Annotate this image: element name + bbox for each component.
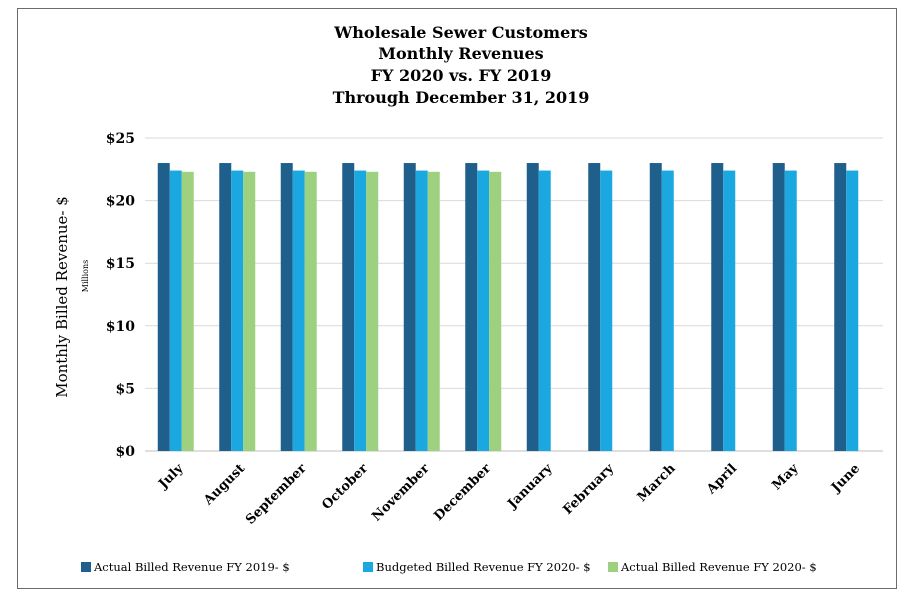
bar-series-2 [784, 170, 797, 451]
bar-series-3 [243, 171, 256, 451]
legend-swatch [363, 562, 373, 572]
x-tick-label: March [635, 461, 679, 505]
bar-series-2 [477, 170, 490, 451]
bar-series-3 [304, 171, 317, 451]
bar-series-2 [169, 170, 182, 451]
bar-series-2 [538, 170, 551, 451]
bar-series-1 [772, 163, 785, 452]
bar-series-1 [219, 163, 232, 452]
y-tick-label: $25 [106, 131, 135, 147]
chart-title-line-3: FY 2020 vs. FY 2019 [371, 66, 552, 85]
chart-title-line-2: Monthly Revenues [378, 44, 543, 63]
bar-series-2 [661, 170, 674, 451]
x-tick-label: May [769, 461, 801, 493]
x-tick-label: February [560, 461, 617, 518]
y-tick-label: $10 [106, 319, 135, 335]
bar-series-1 [588, 163, 601, 452]
y-axis-unit: Millions [81, 260, 90, 293]
chart-title-line-1: Wholesale Sewer Customers [333, 23, 587, 42]
x-tick-label: January [504, 461, 555, 512]
y-axis-label: Monthly Billed Revenue- $ [53, 196, 71, 398]
chart-title: Wholesale Sewer Customers Monthly Revenu… [333, 23, 590, 107]
legend-label: Actual Billed Revenue FY 2019- $ [93, 560, 290, 574]
bar-series-1 [711, 163, 724, 452]
x-tick-label: July [155, 461, 186, 492]
legend-label: Actual Billed Revenue FY 2020- $ [620, 560, 817, 574]
bar-series-1 [465, 163, 478, 452]
bars [157, 163, 859, 452]
bar-series-2 [415, 170, 428, 451]
x-tick-label: August [200, 461, 248, 509]
y-tick-label: $5 [116, 381, 135, 397]
bar-series-3 [366, 171, 379, 451]
bar-series-1 [834, 163, 847, 452]
bar-series-1 [342, 163, 355, 452]
bar-series-3 [181, 171, 194, 451]
legend-swatch [81, 562, 91, 572]
legend: Actual Billed Revenue FY 2019- $ Budgeted… [81, 560, 817, 574]
x-tick-label: April [703, 461, 740, 498]
y-axis-ticks: $0 $5 $10 $15 $20 $25 [106, 131, 135, 460]
x-tick-label: November [369, 461, 432, 524]
bar-series-1 [280, 163, 293, 452]
bar-series-2 [354, 170, 367, 451]
x-tick-label: September [243, 461, 310, 528]
bar-series-1 [649, 163, 662, 452]
bar-series-2 [846, 170, 859, 451]
y-tick-label: $20 [106, 194, 135, 210]
bar-series-3 [427, 171, 440, 451]
y-tick-label: $15 [106, 256, 135, 272]
gridlines [145, 137, 883, 452]
x-tick-label: October [319, 461, 371, 513]
bar-series-1 [526, 163, 539, 452]
bar-series-2 [600, 170, 613, 451]
chart-title-line-4: Through December 31, 2019 [333, 88, 590, 107]
legend-label: Budgeted Billed Revenue FY 2020- $ [376, 560, 591, 574]
bar-series-1 [157, 163, 170, 452]
bar-series-1 [403, 163, 416, 452]
x-tick-label: June [828, 461, 863, 496]
x-tick-label: December [431, 461, 494, 524]
bar-series-2 [723, 170, 736, 451]
bar-series-3 [489, 171, 502, 451]
bar-series-2 [292, 170, 305, 451]
legend-swatch [608, 562, 618, 572]
bar-series-2 [231, 170, 244, 451]
y-tick-label: $0 [116, 444, 136, 460]
